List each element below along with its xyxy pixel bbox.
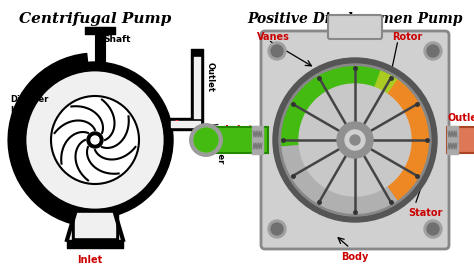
Circle shape <box>25 70 165 210</box>
Text: Outlet: Outlet <box>206 62 215 92</box>
Text: Vanes: Vanes <box>257 32 290 42</box>
Circle shape <box>424 42 442 60</box>
Bar <box>447 127 474 153</box>
Circle shape <box>87 132 103 148</box>
Text: Diffuser
body: Diffuser body <box>10 95 48 115</box>
Circle shape <box>268 42 286 60</box>
Circle shape <box>427 223 439 235</box>
FancyBboxPatch shape <box>328 15 382 39</box>
Circle shape <box>17 62 173 218</box>
Circle shape <box>424 220 442 238</box>
Circle shape <box>268 220 286 238</box>
Text: Positive Displacemen Pump: Positive Displacemen Pump <box>247 12 463 26</box>
Text: Inlet: Inlet <box>77 255 103 265</box>
Wedge shape <box>355 79 429 201</box>
Text: Centrifugal Pump: Centrifugal Pump <box>19 12 171 26</box>
Circle shape <box>271 45 283 57</box>
Circle shape <box>190 124 222 156</box>
Text: Inlet: Inlet <box>225 125 254 135</box>
Circle shape <box>279 64 431 216</box>
Circle shape <box>345 130 365 150</box>
Wedge shape <box>281 140 397 214</box>
Text: Shaft: Shaft <box>103 35 131 45</box>
Circle shape <box>427 45 439 57</box>
Text: Diffuser: Diffuser <box>215 126 224 164</box>
Wedge shape <box>281 66 397 146</box>
Bar <box>208 127 268 153</box>
Circle shape <box>299 84 411 196</box>
FancyBboxPatch shape <box>261 31 449 249</box>
Text: Body: Body <box>341 252 369 262</box>
Circle shape <box>271 223 283 235</box>
Circle shape <box>337 122 373 158</box>
Circle shape <box>51 96 139 184</box>
Circle shape <box>273 58 437 222</box>
Circle shape <box>350 135 360 145</box>
Circle shape <box>194 128 218 152</box>
Text: Outlet: Outlet <box>448 113 474 123</box>
Circle shape <box>91 136 99 144</box>
Text: Rotor: Rotor <box>392 32 422 42</box>
Text: Stator: Stator <box>408 208 442 218</box>
Wedge shape <box>355 70 407 140</box>
